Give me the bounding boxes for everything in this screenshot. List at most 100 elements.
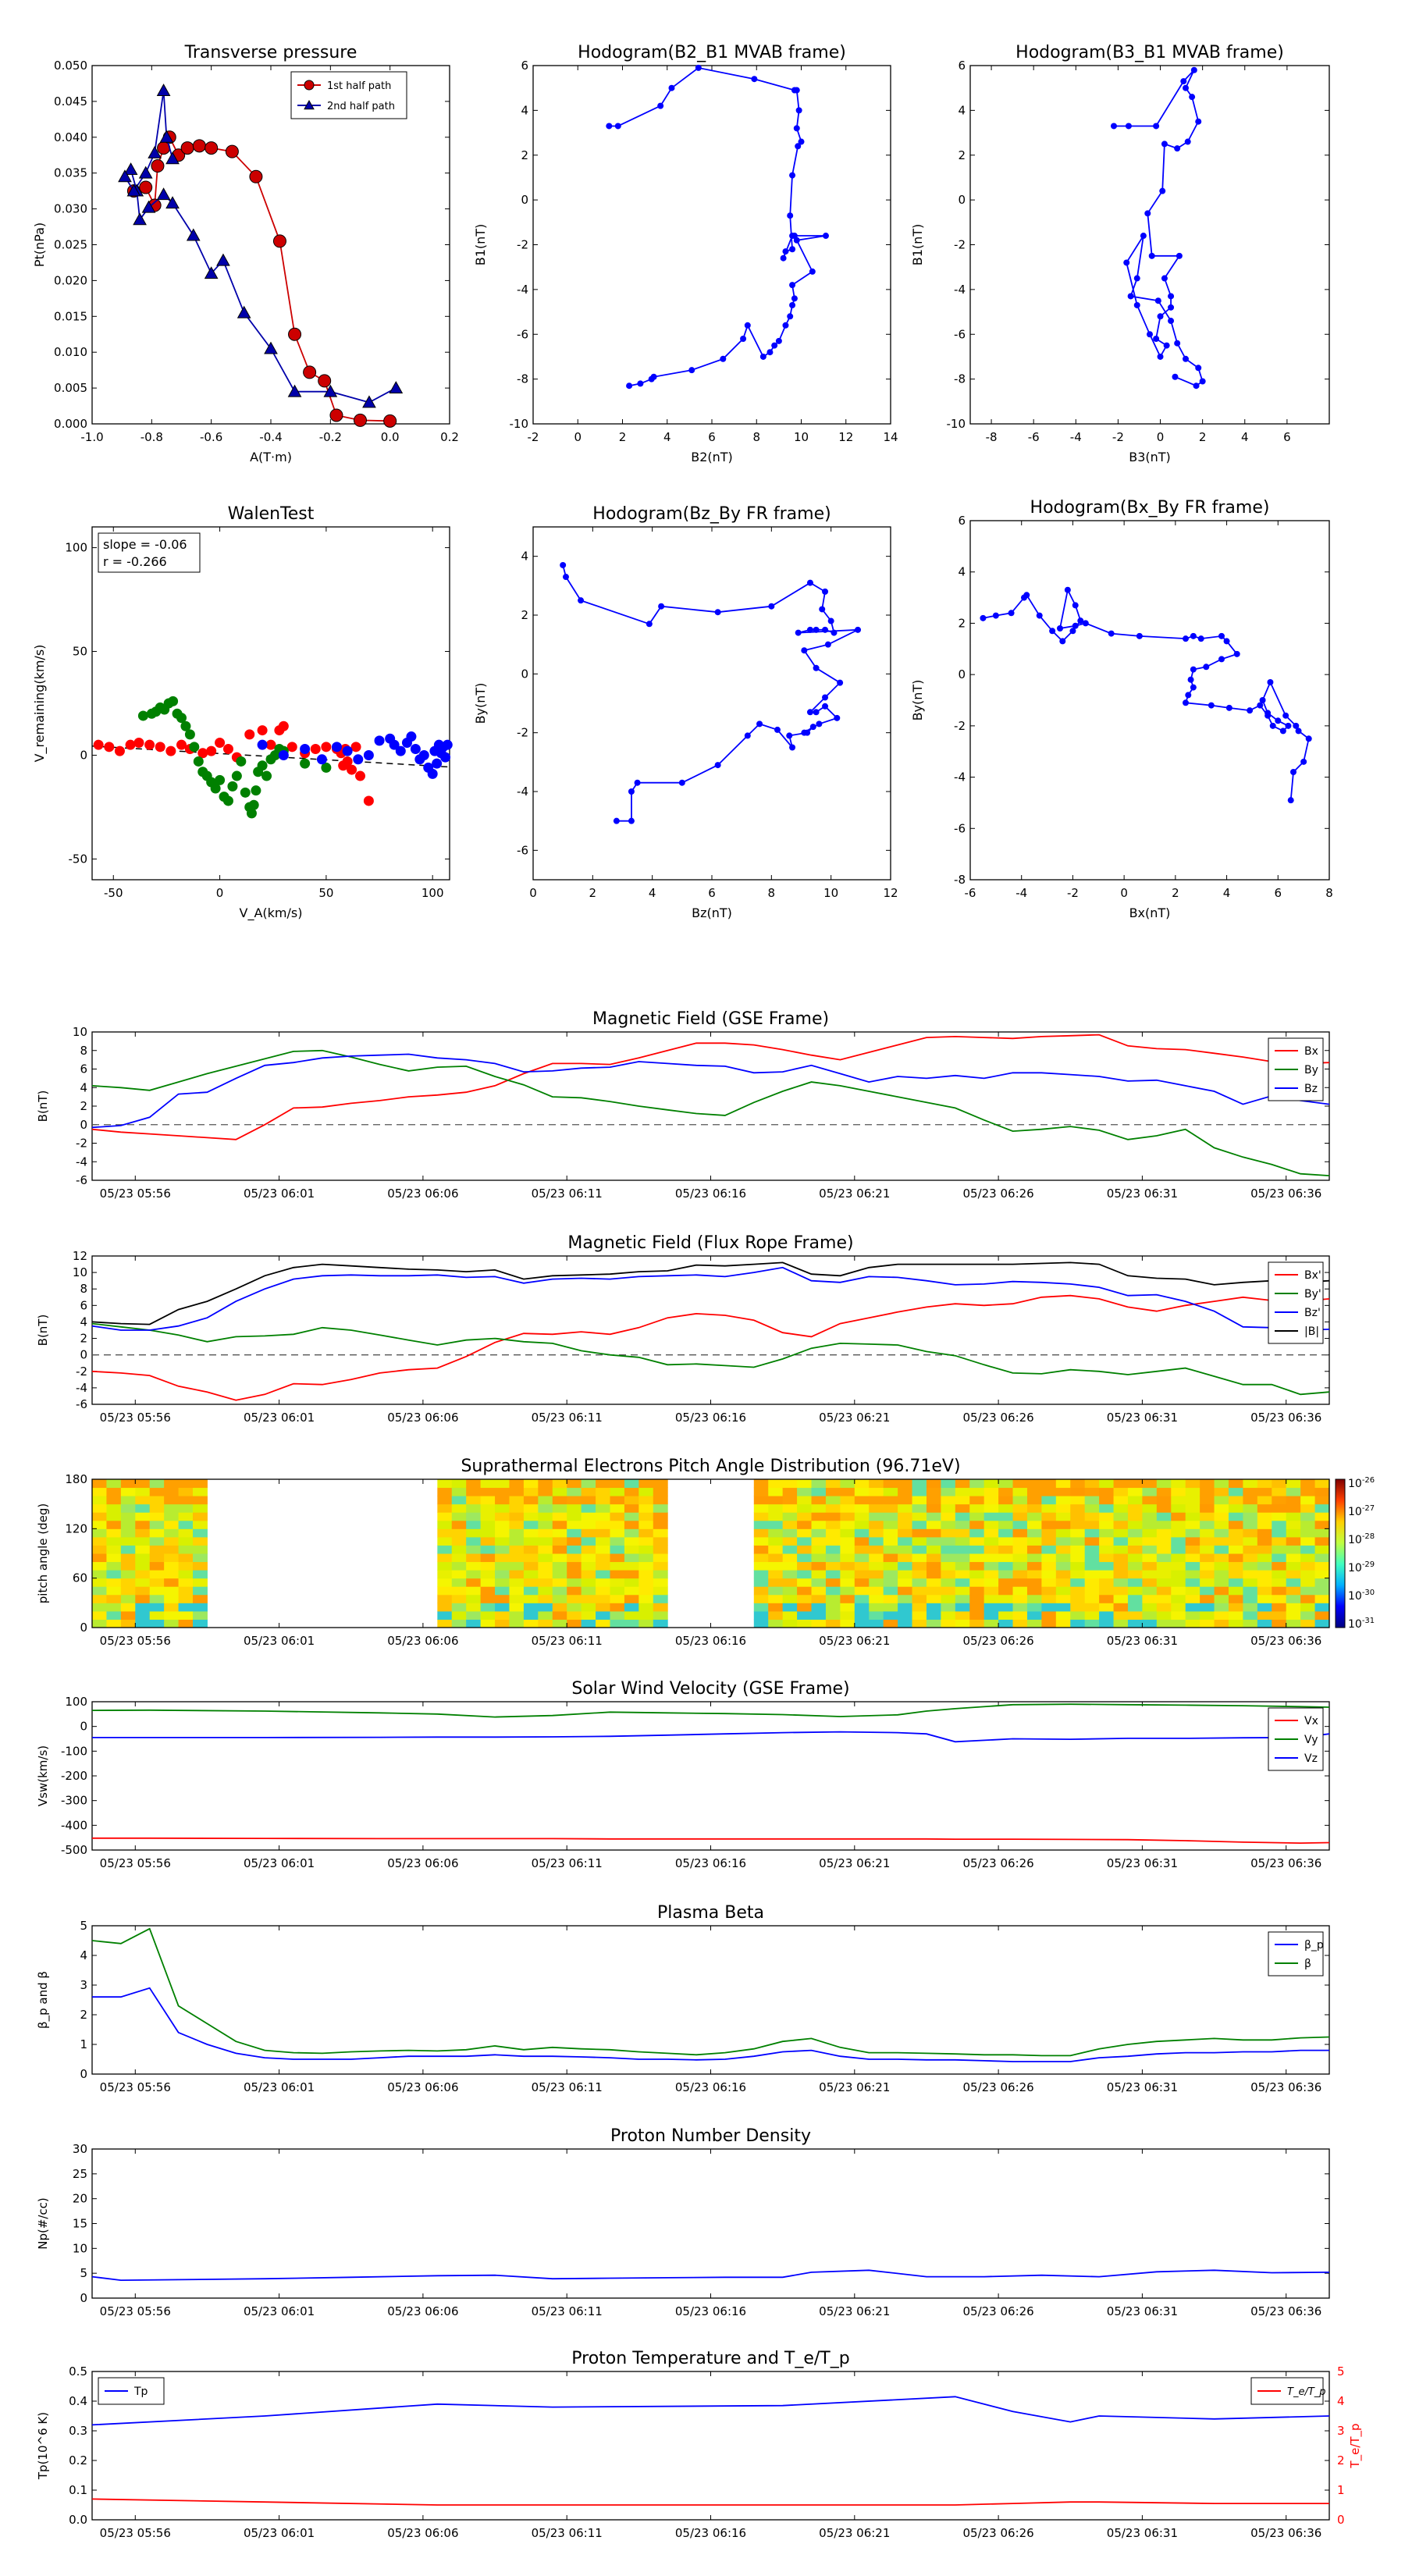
heatmap-cell xyxy=(1200,1496,1215,1505)
heatmap-cell xyxy=(567,1578,582,1587)
heatmap-cell xyxy=(120,1561,136,1571)
x-tick-label: 05/23 06:26 xyxy=(962,2304,1033,2318)
heatmap-cell xyxy=(1185,1487,1200,1496)
heatmap-cell xyxy=(120,1586,136,1596)
heatmap-cell xyxy=(1099,1528,1115,1538)
heatmap-cell xyxy=(1171,1520,1186,1529)
heatmap-cell xyxy=(1228,1570,1243,1579)
data-point xyxy=(789,301,796,308)
heatmap-cell xyxy=(811,1553,827,1563)
heatmap-cell xyxy=(653,1561,668,1571)
heatmap-cell xyxy=(1156,1512,1172,1521)
heatmap-cell xyxy=(998,1570,1014,1579)
heatmap-cell xyxy=(135,1512,151,1521)
heatmap-cell xyxy=(753,1570,769,1579)
y-tick-label: -8 xyxy=(954,372,966,386)
heatmap-cell xyxy=(825,1503,841,1513)
heatmap-cell xyxy=(1012,1487,1028,1496)
series-2 xyxy=(137,696,332,819)
heatmap-cell xyxy=(955,1479,970,1489)
heatmap-cell xyxy=(466,1570,482,1579)
data-point xyxy=(782,248,789,255)
heatmap-cell xyxy=(984,1578,999,1587)
heatmap-cell xyxy=(120,1570,136,1579)
heatmap-cell xyxy=(581,1479,596,1489)
heatmap-cell xyxy=(1026,1570,1042,1579)
heatmap-cell xyxy=(1084,1479,1100,1489)
heatmap-cell xyxy=(1127,1479,1143,1489)
heatmap-cell xyxy=(581,1503,596,1513)
heatmap-cell xyxy=(1214,1561,1229,1571)
data-point xyxy=(560,561,567,568)
heatmap-cell xyxy=(1300,1570,1316,1579)
data-point xyxy=(363,795,374,806)
heatmap-cell xyxy=(1055,1603,1071,1612)
data-point xyxy=(1203,664,1210,671)
data-point xyxy=(637,380,644,387)
x-tick-label: 0.0 xyxy=(381,430,400,444)
y-tick-label: 12 xyxy=(73,1249,87,1263)
heatmap-cell xyxy=(898,1610,913,1620)
heatmap-cell xyxy=(653,1603,668,1612)
heatmap-cell xyxy=(653,1479,668,1489)
heatmap-cell xyxy=(1113,1603,1129,1612)
data-point xyxy=(1133,301,1140,308)
y-tick-label-right: 0 xyxy=(1337,2513,1345,2527)
heatmap-cell xyxy=(1055,1512,1071,1521)
y-tick-label: 2 xyxy=(521,148,528,162)
x-tick-label: 05/23 05:56 xyxy=(100,2526,171,2540)
heatmap-cell xyxy=(898,1496,913,1505)
heatmap-cell xyxy=(1113,1578,1129,1587)
x-tick-label: 6 xyxy=(1283,430,1291,444)
heatmap-cell xyxy=(1012,1520,1028,1529)
heatmap-cell xyxy=(495,1578,510,1587)
data-point xyxy=(1305,735,1312,742)
x-tick-label: 05/23 06:36 xyxy=(1250,2080,1321,2094)
data-point xyxy=(1199,378,1206,385)
heatmap-cell xyxy=(825,1528,841,1538)
y-tick-label: 4 xyxy=(521,550,528,564)
heatmap-cell xyxy=(437,1610,453,1620)
y-tick-label: -4 xyxy=(76,1381,87,1395)
heatmap-cell xyxy=(1171,1553,1186,1563)
chart-title: Plasma Beta xyxy=(657,1903,764,1923)
heatmap-cell xyxy=(1243,1619,1258,1628)
legend-label: T_e/T_p xyxy=(1287,2386,1326,2398)
heatmap-cell xyxy=(135,1496,151,1505)
heatmap-cell xyxy=(1084,1487,1100,1496)
heatmap-cell xyxy=(567,1496,582,1505)
heatmap-cell xyxy=(1243,1553,1258,1563)
colorbar-tick-label: 10-29 xyxy=(1348,1560,1375,1574)
heatmap-cell xyxy=(1200,1578,1215,1587)
heatmap-cell xyxy=(1286,1619,1301,1628)
heatmap-cell xyxy=(1070,1528,1086,1538)
heatmap-cell xyxy=(1099,1570,1115,1579)
heatmap-cell xyxy=(998,1503,1014,1513)
heatmap-cell xyxy=(926,1570,941,1579)
data-point xyxy=(257,760,268,771)
heatmap-cell xyxy=(552,1578,567,1587)
data-point xyxy=(789,172,796,179)
data-point xyxy=(798,138,805,145)
y-tick-label-right: 4 xyxy=(1337,2394,1345,2408)
heatmap-cell xyxy=(480,1586,496,1596)
heatmap-cell xyxy=(106,1603,122,1612)
data-point xyxy=(363,749,374,760)
chart-title: Transverse pressure xyxy=(184,43,357,62)
heatmap-cell xyxy=(926,1512,941,1521)
heatmap-cell xyxy=(1026,1520,1042,1529)
heatmap-cell xyxy=(92,1594,107,1603)
heatmap-cell xyxy=(898,1479,913,1489)
data-point xyxy=(688,367,695,374)
data-point xyxy=(144,739,155,750)
heatmap-cell xyxy=(552,1586,567,1596)
data-point xyxy=(806,709,813,716)
series-line-2 xyxy=(91,1927,1330,2057)
y-tick-label: 0.005 xyxy=(54,381,87,395)
heatmap-cell xyxy=(523,1545,539,1554)
heatmap-cell xyxy=(782,1536,798,1546)
heatmap-cell xyxy=(1286,1610,1301,1620)
y-tick-label: 0.040 xyxy=(54,130,87,144)
heatmap-cell xyxy=(624,1545,639,1554)
